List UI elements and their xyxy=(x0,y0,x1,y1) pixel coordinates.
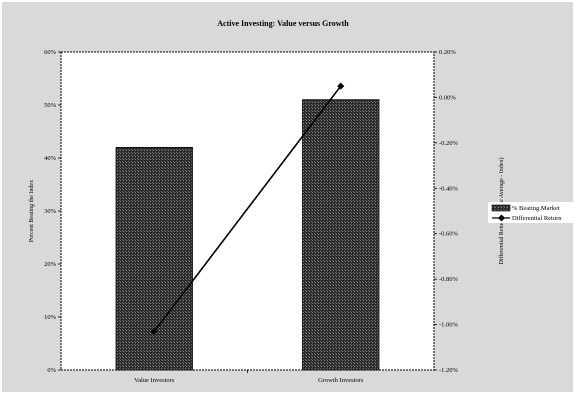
legend-label-bar: % Beating Market xyxy=(512,205,560,212)
x-axis-tick-label: Growth Investors xyxy=(318,377,364,384)
bar xyxy=(115,146,193,371)
legend: % Beating Market Differential Return xyxy=(488,202,575,223)
y-axis-label: Percent Beating the Index xyxy=(29,180,35,242)
right-axis-tick-label: -0.80% xyxy=(439,276,459,283)
left-axis-tick-label: 10% xyxy=(44,314,57,321)
left-axis-tick-label: 40% xyxy=(44,155,57,162)
left-axis-tick-label: 20% xyxy=(44,261,57,268)
right-axis-tick-label: -1.20% xyxy=(439,367,459,374)
left-axis-tick-label: 50% xyxy=(44,102,57,109)
right-axis-tick-label: 0.20% xyxy=(439,49,456,56)
bar xyxy=(302,99,380,371)
right-axis-tick-label: -0.20% xyxy=(439,140,459,147)
legend-label-line: Differential Return xyxy=(512,215,562,222)
line-series xyxy=(150,82,345,335)
right-axis-tick-label: -0.60% xyxy=(439,231,459,238)
right-axis-tick-label: -0.40% xyxy=(439,185,459,192)
chart-title: Active Investing: Value versus Growth xyxy=(217,19,349,28)
right-axis-tick-label: -1.00% xyxy=(439,322,459,329)
right-axis-tick-label: 0.00% xyxy=(439,94,456,101)
x-axis-tick-label: Value Investors xyxy=(134,377,175,384)
left-axis-tick-label: 0% xyxy=(47,367,56,374)
right-axis: -1.20% -1.00% -0.80% -0.60% -0.40% -0.20% 0.00… xyxy=(434,49,459,374)
legend-swatch-marker xyxy=(497,214,506,222)
legend-swatch-bar xyxy=(491,204,511,212)
line-marker xyxy=(150,327,158,335)
left-axis-tick-label: 60% xyxy=(44,49,57,56)
differential-return-line xyxy=(153,85,342,332)
x-axis: Value Investors Growth Investors xyxy=(134,370,364,384)
line-marker xyxy=(337,82,345,90)
left-axis: 0% 10% 20% 30% 40% 50% 60% xyxy=(44,49,61,374)
left-axis-tick-label: 30% xyxy=(44,208,57,215)
